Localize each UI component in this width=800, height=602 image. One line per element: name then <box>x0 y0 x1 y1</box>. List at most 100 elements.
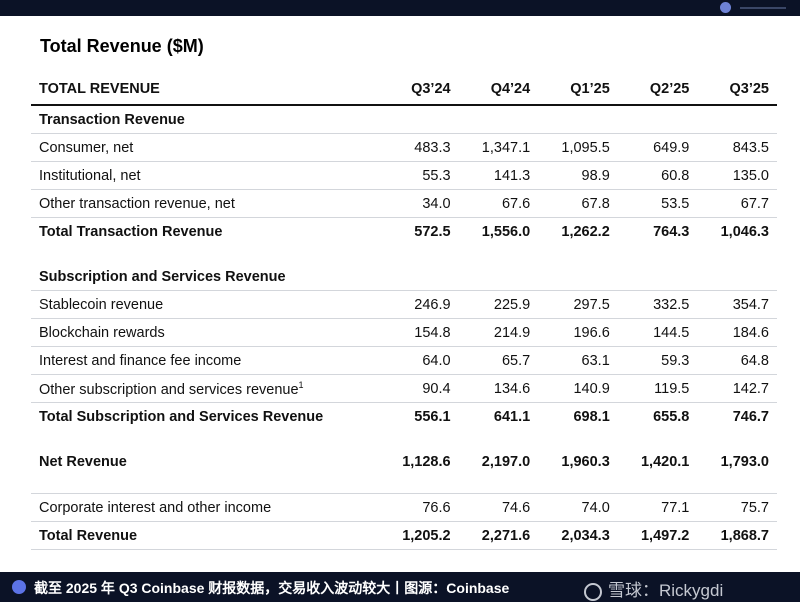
cell-value: 75.7 <box>697 493 777 522</box>
cell-value: 77.1 <box>617 493 698 522</box>
cell-value: 354.7 <box>697 290 777 319</box>
table-row: Blockchain rewards 154.8 214.9 196.6 144… <box>31 318 777 347</box>
row-label: Corporate interest and other income <box>31 493 379 522</box>
cell-value: 297.5 <box>538 290 618 319</box>
slide-indicator-dot <box>720 2 731 13</box>
row-label: Other transaction revenue, net <box>31 189 379 218</box>
spacer-row <box>31 245 777 263</box>
cell-value: 2,271.6 <box>458 521 539 550</box>
caption-bar: 截至 2025 年 Q3 Coinbase 财报数据，交易收入波动较大丨图源：C… <box>0 572 800 602</box>
row-label-with-footnote: Other subscription and services revenue1 <box>31 374 379 403</box>
cell-value: 2,197.0 <box>481 453 531 470</box>
table-row: Stablecoin revenue 246.9 225.9 297.5 332… <box>31 290 777 319</box>
cell-value: 483.3 <box>379 133 459 162</box>
cell-value: 1,497.2 <box>617 521 698 550</box>
cell-value: 135.0 <box>697 161 777 190</box>
top-bar <box>0 0 800 16</box>
cell-value: 63.1 <box>538 346 618 375</box>
cell-value: 34.0 <box>379 189 459 218</box>
column-header-q1-25: Q1’25 <box>538 74 618 106</box>
row-label: Stablecoin revenue <box>31 290 379 319</box>
table-header-row: TOTAL REVENUE Q3’24 Q4’24 Q1’25 Q2’25 Q3… <box>31 74 777 106</box>
row-label: Institutional, net <box>31 161 379 190</box>
watermark: 雪球：Rickygdi <box>584 576 723 601</box>
cell-value: 641.1 <box>493 408 531 425</box>
section-heading-label: Transaction Revenue <box>31 105 777 134</box>
cell-value: 64.8 <box>697 346 777 375</box>
cell-value: 142.7 <box>697 374 777 403</box>
cell-value: 1,128.6 <box>402 453 451 470</box>
section-heading-subscription: Subscription and Services Revenue <box>31 263 777 291</box>
cell-value: 698.1 <box>573 408 610 425</box>
row-label: Net Revenue <box>39 453 127 470</box>
cell-value: 64.0 <box>379 346 459 375</box>
cell-value: 1,046.3 <box>720 223 769 240</box>
cell-value: 225.9 <box>458 290 539 319</box>
cell-value: 74.6 <box>458 493 539 522</box>
row-label: Total Transaction Revenue <box>39 223 223 240</box>
column-header-q2-25: Q2’25 <box>617 74 698 106</box>
table-row: Other subscription and services revenue1… <box>31 374 777 403</box>
cell-value: 67.7 <box>697 189 777 218</box>
cell-value: 134.6 <box>458 374 539 403</box>
cell-value: 1,556.0 <box>481 223 531 240</box>
slide-indicator-line <box>740 7 786 9</box>
cell-value: 1,262.2 <box>561 223 610 240</box>
row-label: Total Subscription and Services Revenue <box>39 408 324 425</box>
total-revenue-row: Total Revenue 1,205.2 2,271.6 2,034.3 1,… <box>31 521 777 550</box>
cell-value: 98.9 <box>538 161 618 190</box>
cell-value: 196.6 <box>538 318 618 347</box>
row-label: Blockchain rewards <box>31 318 379 347</box>
cell-value: 76.6 <box>379 493 459 522</box>
cell-value: 332.5 <box>617 290 698 319</box>
cell-value: 1,960.3 <box>561 453 610 470</box>
caption-bullet-icon <box>12 580 26 594</box>
cell-value: 67.6 <box>458 189 539 218</box>
section-heading-label: Subscription and Services Revenue <box>31 263 777 291</box>
cell-value: 90.4 <box>379 374 459 403</box>
cell-value: 1,095.5 <box>538 133 618 162</box>
cell-value: 60.8 <box>617 161 698 190</box>
caption-text: 截至 2025 年 Q3 Coinbase 财报数据，交易收入波动较大丨图源：C… <box>34 580 510 596</box>
cell-value: 119.5 <box>617 374 698 403</box>
cell-value: 140.9 <box>538 374 618 403</box>
revenue-card: Total Revenue ($M) TOTAL REVENUE Q3’24 Q… <box>0 16 800 572</box>
column-header-q4-24: Q4’24 <box>458 74 539 106</box>
column-header-label: TOTAL REVENUE <box>31 74 379 106</box>
cell-value: 2,034.3 <box>538 521 618 550</box>
cell-value: 1,420.1 <box>640 453 690 470</box>
cell-value: 746.7 <box>732 408 769 425</box>
column-header-q3-24: Q3’24 <box>379 74 459 106</box>
net-revenue-row: Net Revenue 1,128.6 2,197.0 1,960.3 1,42… <box>31 448 777 475</box>
cell-value: 764.3 <box>653 223 690 240</box>
cell-value: 67.8 <box>538 189 618 218</box>
cell-value: 655.8 <box>653 408 690 425</box>
spacer-row <box>31 475 777 494</box>
row-label: Interest and finance fee income <box>31 346 379 375</box>
cell-value: 65.7 <box>458 346 539 375</box>
cell-value: 246.9 <box>379 290 459 319</box>
cell-value: 184.6 <box>697 318 777 347</box>
corporate-income-row: Corporate interest and other income 76.6… <box>31 493 777 522</box>
cell-value: 144.5 <box>617 318 698 347</box>
row-label: Consumer, net <box>31 133 379 162</box>
cell-value: 141.3 <box>458 161 539 190</box>
total-row-transaction: Total Transaction Revenue 572.5 1,556.0 … <box>31 218 777 246</box>
spacer-row <box>31 430 777 448</box>
section-heading-transaction: Transaction Revenue <box>31 105 777 134</box>
column-header-q3-25: Q3’25 <box>697 74 777 106</box>
cell-value: 53.5 <box>617 189 698 218</box>
table-row: Consumer, net 483.3 1,347.1 1,095.5 649.… <box>31 133 777 162</box>
cell-value: 59.3 <box>617 346 698 375</box>
row-label: Total Revenue <box>31 521 379 550</box>
cell-value: 1,347.1 <box>458 133 539 162</box>
cell-value: 1,205.2 <box>379 521 459 550</box>
cell-value: 649.9 <box>617 133 698 162</box>
footnote-marker: 1 <box>298 379 304 390</box>
cell-value: 74.0 <box>538 493 618 522</box>
total-row-subscription: Total Subscription and Services Revenue … <box>31 403 777 431</box>
cell-value: 572.5 <box>414 223 451 240</box>
cell-value: 154.8 <box>379 318 459 347</box>
table-row: Institutional, net 55.3 141.3 98.9 60.8 … <box>31 161 777 190</box>
watermark-text: 雪球：Rickygdi <box>608 581 724 600</box>
